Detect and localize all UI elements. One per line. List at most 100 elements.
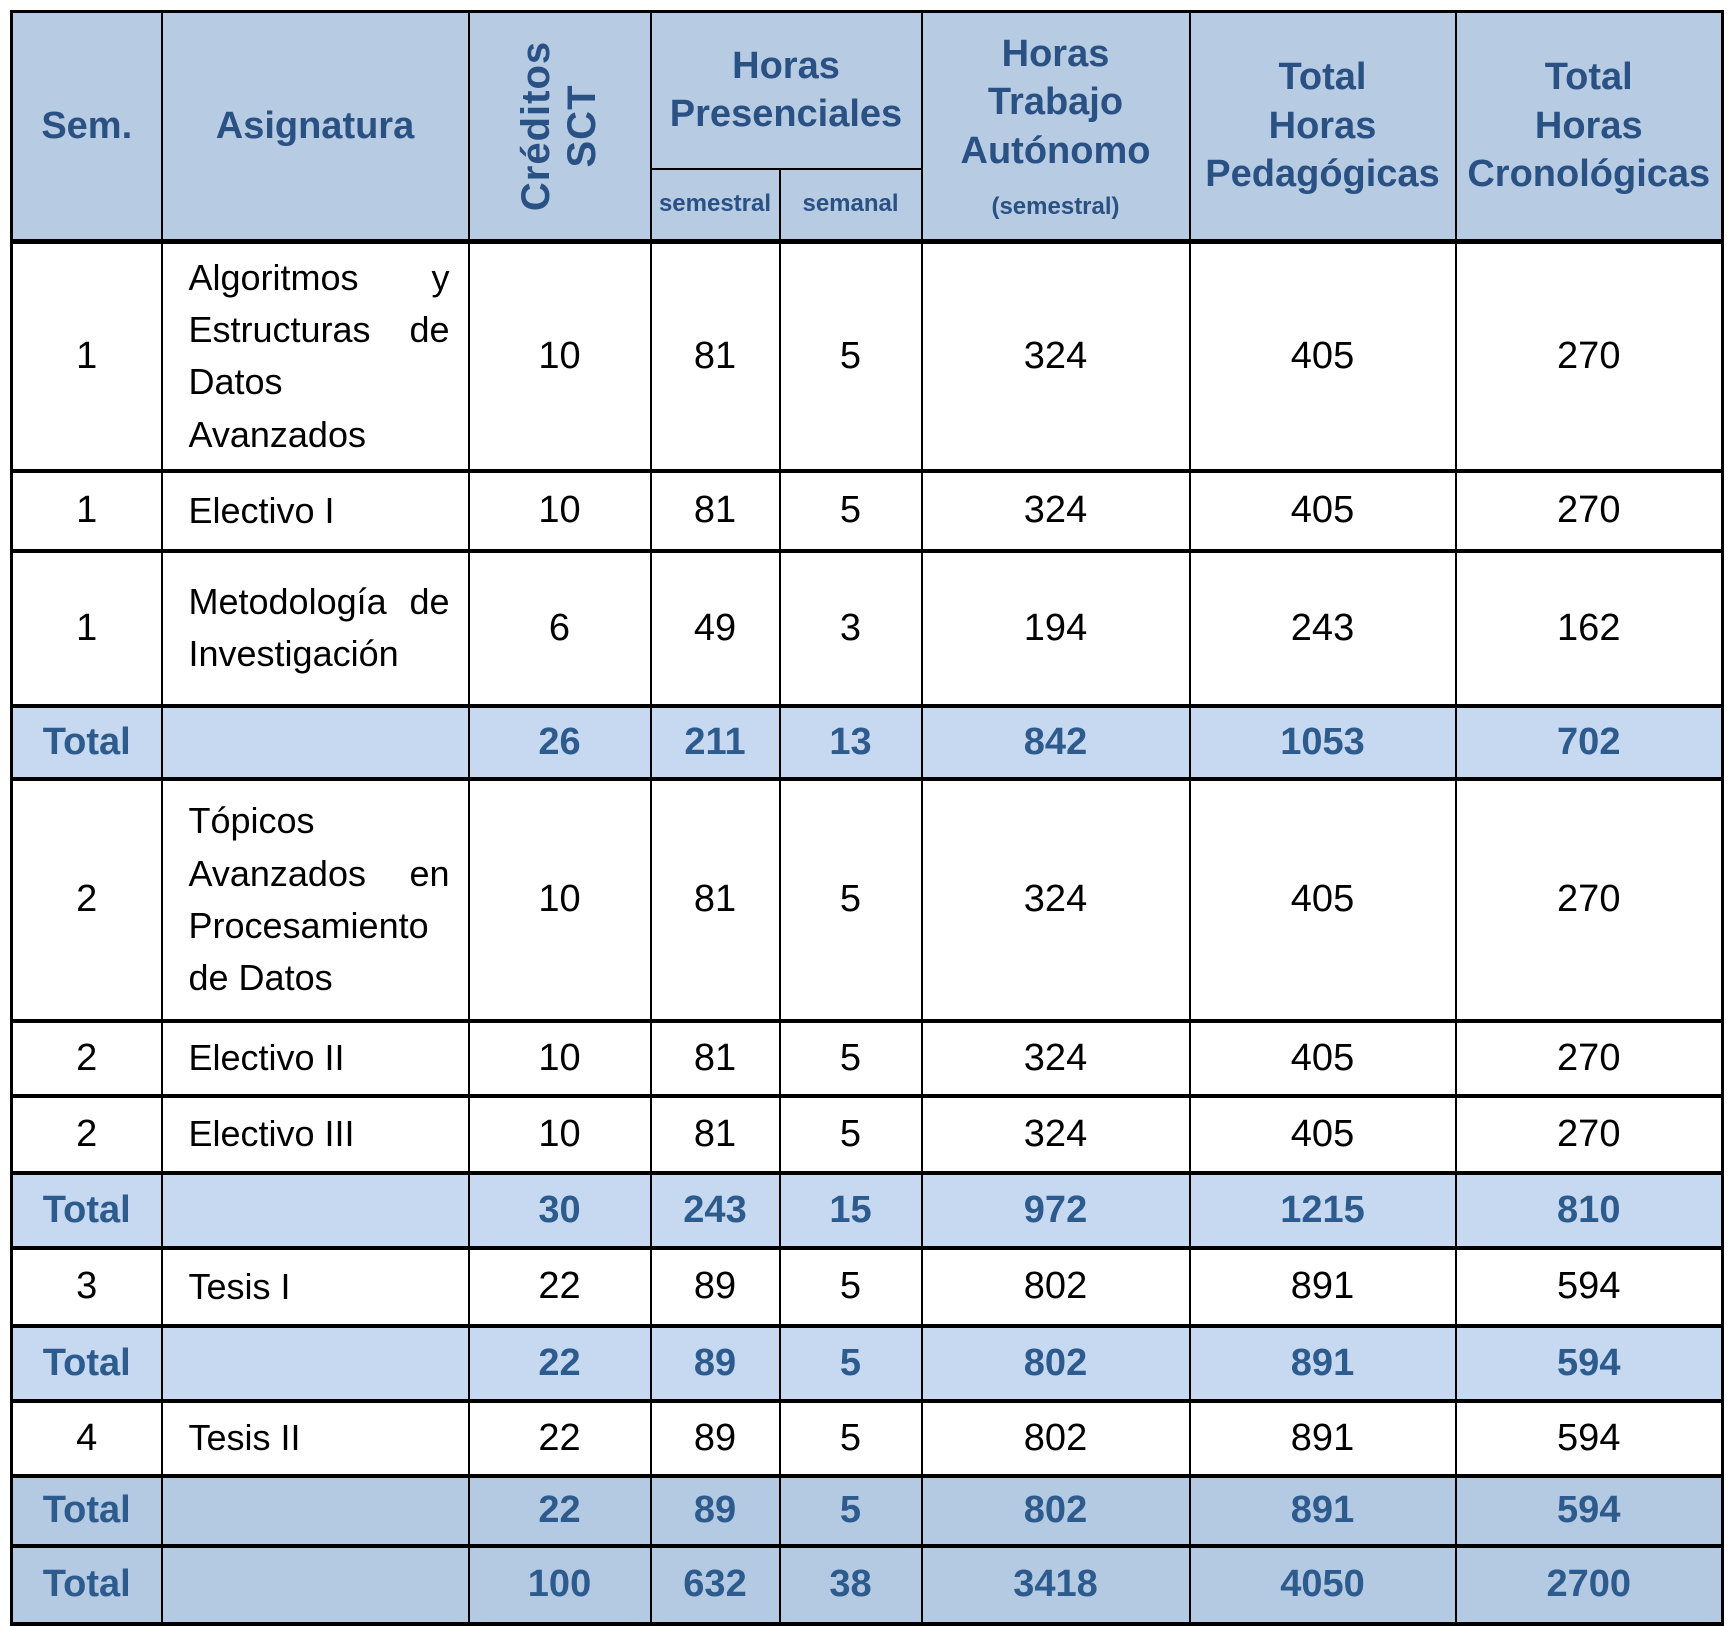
cell-pedagogicas: 891 xyxy=(1188,1398,1457,1478)
cell-sem: 2 xyxy=(10,776,163,1023)
cell-pedagogicas: 243 xyxy=(1188,548,1457,708)
cell-creditos: 100 xyxy=(467,1543,652,1626)
cell-creditos: 22 xyxy=(467,1398,652,1478)
column-header-sem: Sem. xyxy=(10,10,163,243)
table-body: 1 Algoritmos y Estructuras de Datos Avan… xyxy=(10,238,1724,1626)
subcolumn-header-semanal: semanal xyxy=(778,167,923,243)
cell-semanal: 5 xyxy=(778,468,923,553)
cell-asignatura: Tópicos Avanzados en Procesamiento de Da… xyxy=(160,776,470,1023)
cell-semestral: 211 xyxy=(649,703,781,781)
cell-creditos: 26 xyxy=(467,703,652,781)
cell-pedagogicas: 405 xyxy=(1188,238,1457,473)
cell-asignatura-empty xyxy=(160,1543,470,1626)
cell-asignatura-empty xyxy=(160,1323,470,1403)
cell-cronologicas: 594 xyxy=(1454,1398,1724,1478)
table-row-tesis-2: 4 Tesis II 22 89 5 802 891 594 xyxy=(10,1398,1724,1478)
cell-trabajo-autonomo: 972 xyxy=(920,1170,1191,1250)
cell-pedagogicas: 405 xyxy=(1188,776,1457,1023)
cell-cronologicas: 270 xyxy=(1454,468,1724,553)
cell-semanal: 5 xyxy=(778,238,923,473)
cell-sem: 1 xyxy=(10,468,163,553)
cell-trabajo-autonomo: 3418 xyxy=(920,1543,1191,1626)
table-row-topicos: 2 Tópicos Avanzados en Procesamiento de … xyxy=(10,776,1724,1023)
cell-semestral: 49 xyxy=(649,548,781,708)
cell-sem: 3 xyxy=(10,1245,163,1328)
column-header-horas-trabajo-autonomo: Horas Trabajo Autónomo (semestral) xyxy=(920,10,1191,243)
cell-cronologicas: 810 xyxy=(1454,1170,1724,1250)
cell-semanal: 5 xyxy=(778,1018,923,1098)
cell-total-label: Total xyxy=(10,1170,163,1250)
cell-pedagogicas: 405 xyxy=(1188,468,1457,553)
total-row-semester-2: Total 30 243 15 972 1215 810 xyxy=(10,1170,1724,1250)
cell-semestral: 81 xyxy=(649,1093,781,1175)
cell-cronologicas: 162 xyxy=(1454,548,1724,708)
hta-sub-label: (semestral) xyxy=(991,192,1120,220)
creditos-sct-rotated-label: Créditos SCT xyxy=(514,40,605,212)
cell-pedagogicas: 891 xyxy=(1188,1473,1457,1548)
cell-semestral: 89 xyxy=(649,1245,781,1328)
cell-pedagogicas: 891 xyxy=(1188,1245,1457,1328)
cell-semanal: 5 xyxy=(778,1093,923,1175)
cell-semanal: 15 xyxy=(778,1170,923,1250)
cell-cronologicas: 594 xyxy=(1454,1245,1724,1328)
cell-semestral: 89 xyxy=(649,1323,781,1403)
header-row-sub: semestral semanal xyxy=(12,167,1723,243)
header-row-main: Sem. Asignatura Créditos SCT Horas Prese… xyxy=(10,10,1724,243)
column-header-creditos-sct: Créditos SCT xyxy=(467,10,652,243)
total-row-semester-1: Total 26 211 13 842 1053 702 xyxy=(10,703,1724,781)
cell-pedagogicas: 4050 xyxy=(1188,1543,1457,1626)
rotated-text-container: Créditos SCT xyxy=(471,41,649,211)
cell-trabajo-autonomo: 194 xyxy=(920,548,1191,708)
cell-cronologicas: 270 xyxy=(1454,776,1724,1023)
cell-cronologicas: 270 xyxy=(1454,1018,1724,1098)
cell-semanal: 5 xyxy=(778,1398,923,1478)
cell-cronologicas: 2700 xyxy=(1454,1543,1724,1626)
cell-trabajo-autonomo: 324 xyxy=(920,468,1191,553)
table-row-tesis-1: 3 Tesis I 22 89 5 802 891 594 xyxy=(10,1245,1724,1328)
table-row-algoritmos: 1 Algoritmos y Estructuras de Datos Avan… xyxy=(10,238,1724,473)
table-row-electivo-3: 2 Electivo III 10 81 5 324 405 270 xyxy=(10,1093,1724,1175)
cell-creditos: 30 xyxy=(467,1170,652,1250)
cell-semestral: 89 xyxy=(649,1398,781,1478)
cell-sem: 1 xyxy=(10,548,163,708)
cell-sem: 4 xyxy=(10,1398,163,1478)
cell-semanal: 38 xyxy=(778,1543,923,1626)
cell-asignatura: Electivo I xyxy=(160,468,470,553)
cell-trabajo-autonomo: 802 xyxy=(920,1323,1191,1403)
cell-trabajo-autonomo: 802 xyxy=(920,1398,1191,1478)
cell-creditos: 10 xyxy=(467,468,652,553)
cell-total-label: Total xyxy=(10,1543,163,1626)
cell-asignatura-empty xyxy=(160,703,470,781)
cell-semanal: 5 xyxy=(778,1473,923,1548)
hta-main-label: Horas Trabajo Autónomo xyxy=(960,32,1151,172)
grand-total-row: Total 100 632 38 3418 4050 2700 xyxy=(10,1543,1724,1626)
cell-semestral: 81 xyxy=(649,468,781,553)
cell-trabajo-autonomo: 324 xyxy=(920,776,1191,1023)
cell-cronologicas: 702 xyxy=(1454,703,1724,781)
cell-creditos: 22 xyxy=(467,1473,652,1548)
column-header-horas-presenciales: Horas Presenciales xyxy=(649,10,923,170)
cell-trabajo-autonomo: 842 xyxy=(920,703,1191,781)
column-header-total-horas-cronologicas: Total Horas Cronológicas xyxy=(1454,10,1724,243)
cell-cronologicas: 270 xyxy=(1454,1093,1724,1175)
cell-creditos: 6 xyxy=(467,548,652,708)
cell-creditos: 10 xyxy=(467,776,652,1023)
cell-pedagogicas: 1215 xyxy=(1188,1170,1457,1250)
subcolumn-header-semestral: semestral xyxy=(649,167,781,243)
column-header-total-horas-pedagogicas: Total Horas Pedagógicas xyxy=(1188,10,1457,243)
cell-asignatura: Electivo II xyxy=(160,1018,470,1098)
cell-semestral: 243 xyxy=(649,1170,781,1250)
cell-semanal: 5 xyxy=(778,1323,923,1403)
cell-pedagogicas: 891 xyxy=(1188,1323,1457,1403)
cell-creditos: 22 xyxy=(467,1323,652,1403)
total-row-semester-4: Total 22 89 5 802 891 594 xyxy=(10,1473,1724,1548)
table-row-metodologia: 1 Metodología de Investigación 6 49 3 19… xyxy=(10,548,1724,708)
cell-asignatura: Algoritmos y Estructuras de Datos Avanza… xyxy=(160,238,470,473)
cell-semestral: 81 xyxy=(649,776,781,1023)
cell-total-label: Total xyxy=(10,1323,163,1403)
total-row-semester-3: Total 22 89 5 802 891 594 xyxy=(10,1323,1724,1403)
cell-trabajo-autonomo: 324 xyxy=(920,238,1191,473)
cell-sem: 2 xyxy=(10,1093,163,1175)
cell-trabajo-autonomo: 802 xyxy=(920,1245,1191,1328)
